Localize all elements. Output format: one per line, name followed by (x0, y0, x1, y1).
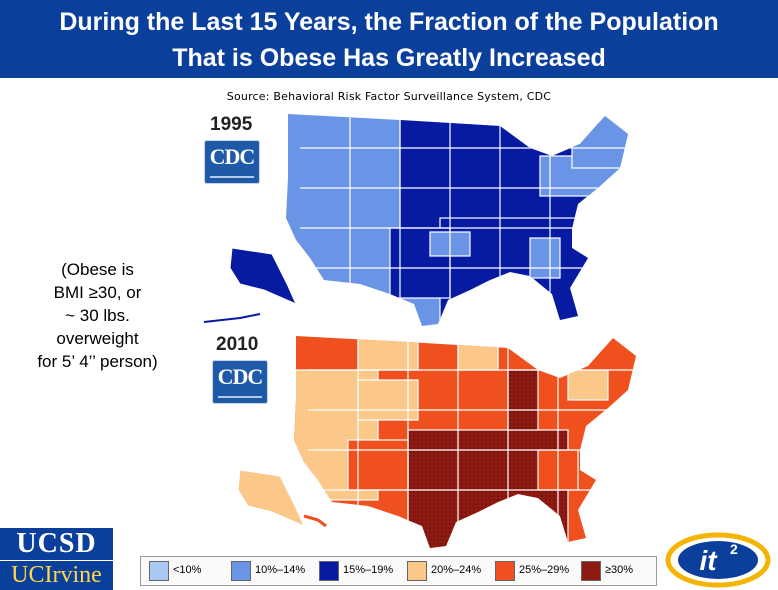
source-citation: Source: Behavioral Risk Factor Surveilla… (226, 90, 552, 103)
ucsd-logo: UCSD (0, 528, 113, 560)
legend-label: 15%–19% (343, 564, 394, 576)
uci-logo: UCIrvine (0, 561, 113, 590)
legend-label: ≥30% (605, 564, 634, 576)
legend-swatch (231, 561, 251, 581)
legend-swatch (407, 561, 427, 581)
year-label-1995: 1995 (210, 114, 253, 135)
note-line-4: overweight (56, 329, 139, 348)
note-line-3: ~ 30 lbs. (65, 306, 130, 325)
legend-swatch (581, 561, 601, 581)
cdc-logo-2010: CDC (212, 360, 268, 404)
title-line-1: During the Last 15 Years, the Fraction o… (59, 8, 719, 36)
title-line-2: That is Obese Has Greatly Increased (172, 44, 606, 72)
cdc-logo-text: CDC (217, 364, 264, 389)
year-label-2010: 2010 (216, 334, 259, 355)
legend-swatch (495, 561, 515, 581)
us-map-1995 (203, 114, 628, 326)
legend-label: 25%–29% (519, 564, 570, 576)
obesity-definition-note: (Obese is BMI ≥30, or ~ 30 lbs. overweig… (10, 258, 185, 373)
legend-label: 10%–14% (255, 564, 306, 576)
legend-label: <10% (173, 564, 202, 576)
cdc-logo-text: CDC (209, 144, 256, 169)
us-map-2010 (237, 336, 636, 548)
note-line-1: (Obese is (61, 260, 134, 279)
legend-swatch (149, 561, 169, 581)
map-legend: <10% 10%–14% 15%–19% 20%–24% 25%–29% ≥30… (140, 556, 657, 586)
note-line-5: for 5’ 4’’ person) (37, 352, 158, 371)
legend-label: 20%–24% (431, 564, 482, 576)
title-bar: During the Last 15 Years, the Fraction o… (0, 0, 778, 78)
it2-logo: it 2 (665, 532, 771, 588)
svg-text:it: it (699, 545, 718, 576)
cdc-logo-1995: CDC (204, 140, 260, 184)
svg-text:2: 2 (730, 541, 738, 557)
legend-swatch (319, 561, 339, 581)
note-line-2: BMI ≥30, or (53, 283, 142, 302)
